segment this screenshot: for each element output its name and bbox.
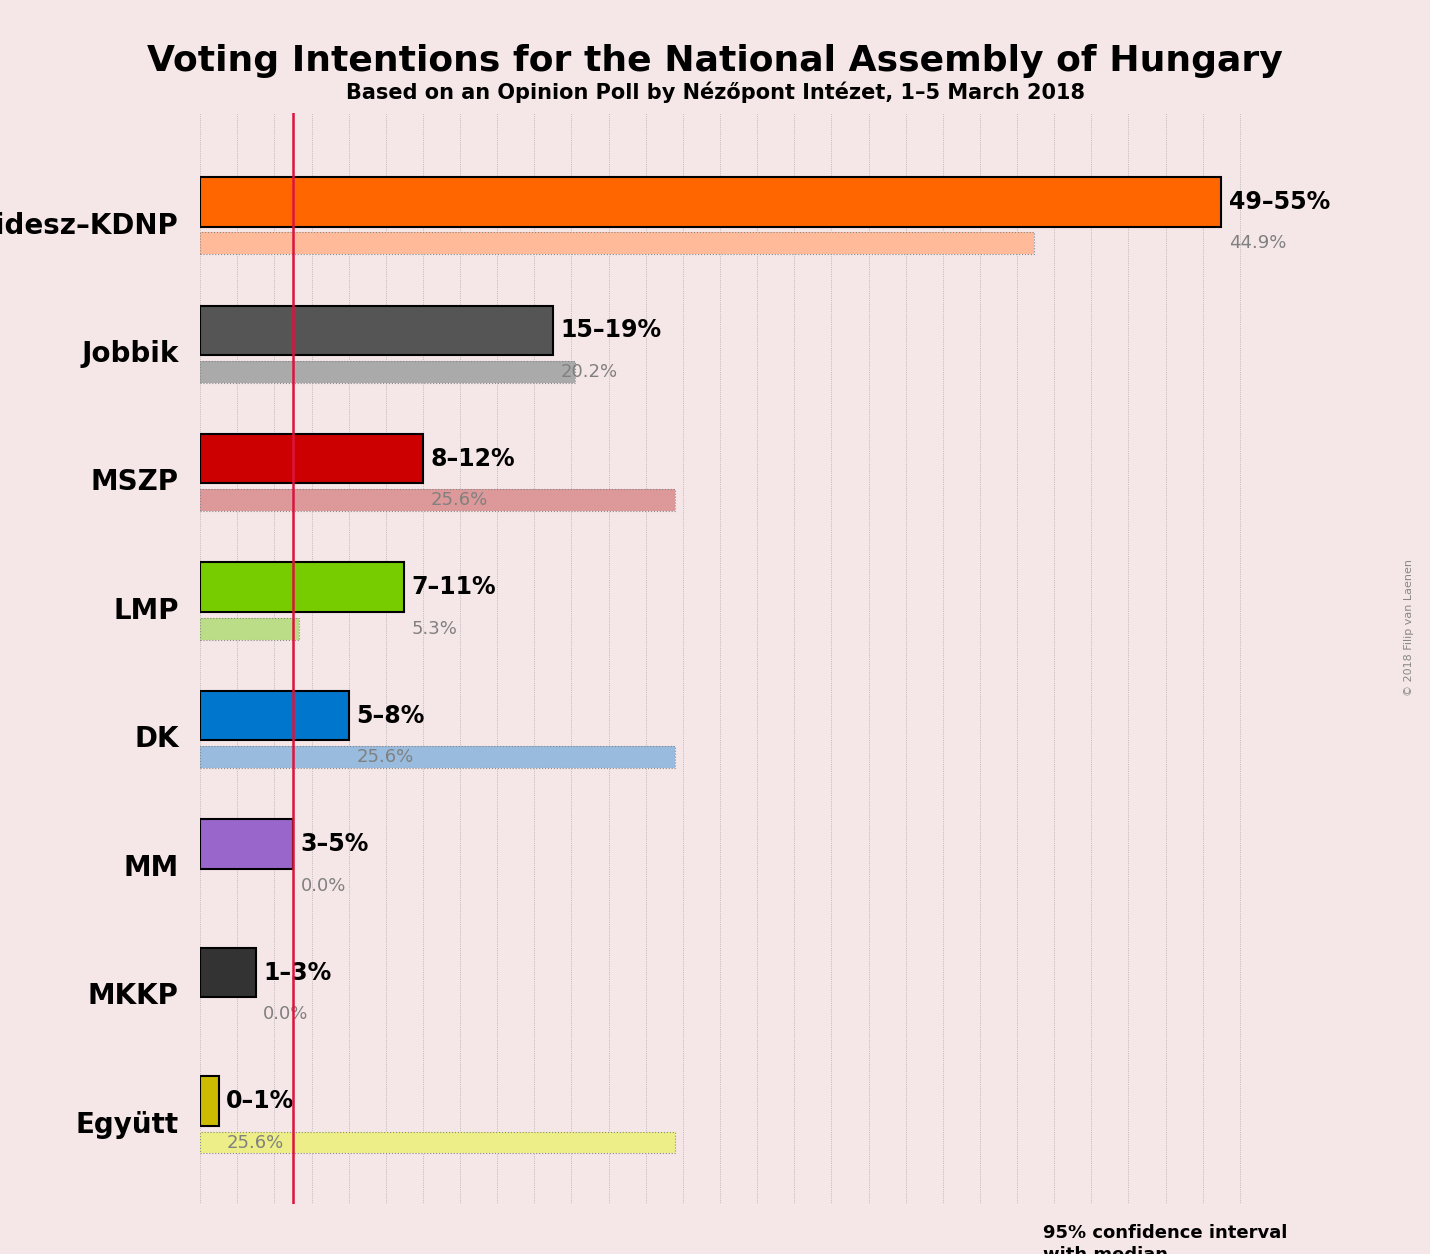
Bar	[941, 1226, 1034, 1254]
Bar	[200, 746, 675, 767]
Bar	[941, 1226, 997, 1254]
Bar	[200, 232, 1034, 255]
Bar	[200, 563, 405, 612]
Text: 95% confidence interval: 95% confidence interval	[1042, 1224, 1287, 1243]
Text: 44.9%: 44.9%	[1228, 234, 1286, 252]
Bar	[219, 948, 256, 997]
Text: 0–1%: 0–1%	[226, 1088, 295, 1114]
Bar	[200, 361, 575, 382]
Text: 25.6%: 25.6%	[226, 1134, 283, 1151]
Text: with median: with median	[1042, 1246, 1168, 1254]
Bar	[1110, 177, 1221, 227]
Bar	[200, 489, 675, 512]
Bar	[200, 618, 299, 640]
Bar	[200, 948, 256, 997]
Bar	[256, 819, 293, 869]
Bar	[200, 563, 330, 612]
Bar	[200, 306, 553, 355]
Text: Voting Intentions for the National Assembly of Hungary: Voting Intentions for the National Assem…	[147, 44, 1283, 78]
Bar	[293, 691, 349, 740]
Text: 7–11%: 7–11%	[412, 576, 496, 599]
Bar	[200, 1076, 219, 1126]
Bar	[200, 1131, 675, 1154]
Bar	[200, 361, 575, 382]
Bar	[200, 434, 349, 484]
Bar	[200, 232, 1034, 255]
Bar	[200, 618, 299, 640]
Text: 1–3%: 1–3%	[263, 961, 332, 984]
Bar	[200, 691, 349, 740]
Text: 5–8%: 5–8%	[356, 703, 425, 727]
Text: 20.2%: 20.2%	[561, 362, 618, 381]
Bar	[200, 489, 675, 512]
Text: 25.6%: 25.6%	[430, 492, 488, 509]
Text: © 2018 Filip van Laenen: © 2018 Filip van Laenen	[1404, 558, 1413, 696]
Text: 0.0%: 0.0%	[263, 1006, 309, 1023]
Text: 8–12%: 8–12%	[430, 446, 515, 470]
Bar	[200, 691, 293, 740]
Bar	[997, 1226, 1034, 1254]
Bar	[200, 177, 1221, 227]
Bar	[479, 306, 553, 355]
Text: 25.6%: 25.6%	[356, 749, 413, 766]
Bar	[200, 1076, 219, 1126]
Text: Based on an Opinion Poll by Nézőpont Intézet, 1–5 March 2018: Based on an Opinion Poll by Nézőpont Int…	[346, 82, 1084, 103]
Bar	[200, 819, 256, 869]
Text: 5.3%: 5.3%	[412, 619, 458, 638]
Text: 15–19%: 15–19%	[561, 319, 662, 342]
Bar	[200, 306, 479, 355]
Bar	[200, 948, 219, 997]
Text: 49–55%: 49–55%	[1228, 189, 1330, 213]
Bar	[349, 434, 423, 484]
Bar	[200, 177, 1110, 227]
Text: 3–5%: 3–5%	[300, 833, 369, 856]
Text: 0.0%: 0.0%	[300, 877, 346, 894]
Bar	[200, 1131, 675, 1154]
Bar	[330, 563, 405, 612]
Bar	[200, 819, 293, 869]
Bar	[200, 746, 675, 767]
Bar	[200, 434, 423, 484]
